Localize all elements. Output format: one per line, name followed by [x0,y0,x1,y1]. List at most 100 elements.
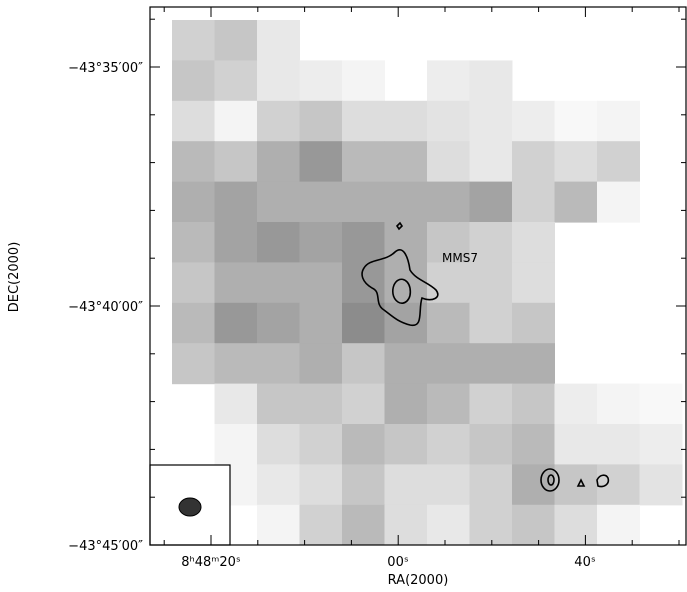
map-pixel [342,182,385,223]
map-pixel [257,384,300,425]
source-label: MMS7 [442,251,478,265]
map-pixel [342,303,385,344]
map-pixel [385,343,428,384]
x-tick-label: 00ˢ [387,555,409,570]
map-pixel [512,262,555,303]
map-pixel [300,424,343,465]
map-pixel [512,343,555,384]
map-pixel [215,182,258,223]
map-pixel [555,384,598,425]
map-pixel [385,141,428,182]
map-pixel [257,182,300,223]
x-axis-title: RA(2000) [388,573,449,588]
map-pixel [597,384,640,425]
map-pixel [257,141,300,182]
map-pixel [172,60,215,101]
map-pixel [597,101,640,142]
map-pixel [257,464,300,505]
map-pixel [470,464,513,505]
map-pixel [172,141,215,182]
map-pixel [470,343,513,384]
map-pixel [470,303,513,344]
map-pixel [512,384,555,425]
map-pixel [427,60,470,101]
map-pixel [512,182,555,223]
map-pixel [427,303,470,344]
x-tick-label: 40ˢ [574,555,596,570]
map-pixel [342,343,385,384]
map-pixel [555,505,598,545]
map-pixel [300,505,343,545]
map-pixel [427,384,470,425]
map-pixel [172,262,215,303]
map-pixel [257,60,300,101]
map-pixel [257,343,300,384]
map-pixel [300,182,343,223]
map-pixel [300,384,343,425]
map-pixel [640,464,683,505]
map-pixel [470,182,513,223]
map-pixel [215,303,258,344]
map-pixel [215,141,258,182]
map-pixel [427,343,470,384]
map-pixel [597,505,640,545]
map-pixel [215,222,258,263]
y-axis-title: DEC(2000) [7,242,22,313]
map-pixel [597,464,640,505]
map-pixel [342,424,385,465]
map-pixel [512,464,555,505]
map-pixel [215,101,258,142]
map-pixel [640,424,683,465]
map-pixel [385,262,428,303]
map-pixel [470,262,513,303]
map-pixel [172,222,215,263]
y-tick-label: −43°45′00″ [68,539,143,554]
map-pixel [342,222,385,263]
map-pixel [300,222,343,263]
map-pixel [512,141,555,182]
y-tick-label: −43°40′00″ [68,300,143,315]
map-pixel [555,101,598,142]
map-pixel [427,101,470,142]
map-pixel [300,101,343,142]
map-pixel [597,424,640,465]
map-pixel [257,101,300,142]
map-pixel [555,464,598,505]
map-pixel [640,384,683,425]
map-pixel [215,384,258,425]
map-pixel [172,303,215,344]
map-pixel [385,384,428,425]
map-pixel [385,505,428,545]
map-pixel [512,505,555,545]
map-pixel [342,505,385,545]
map-pixel [342,464,385,505]
beam [179,498,201,516]
map-pixel [385,101,428,142]
map-pixel [300,303,343,344]
map-pixel [470,505,513,545]
map-pixel [555,424,598,465]
map-pixel [172,101,215,142]
map-pixel [427,262,470,303]
map-pixel [342,60,385,101]
map-pixel [512,222,555,263]
map-pixel [597,141,640,182]
map-pixel [555,182,598,223]
map-pixel [215,343,258,384]
map-pixel [257,20,300,61]
map-pixel [215,262,258,303]
map-pixel [172,343,215,384]
map-pixel [342,101,385,142]
map-pixel [470,101,513,142]
map-pixel [215,424,258,465]
map-pixel [470,60,513,101]
map-pixel [470,424,513,465]
map-pixel [512,303,555,344]
map-pixel [300,262,343,303]
map-pixel [257,222,300,263]
map-pixel [385,464,428,505]
map-pixel [257,262,300,303]
map-pixel [300,141,343,182]
map-pixel [512,101,555,142]
map-pixel [597,182,640,223]
